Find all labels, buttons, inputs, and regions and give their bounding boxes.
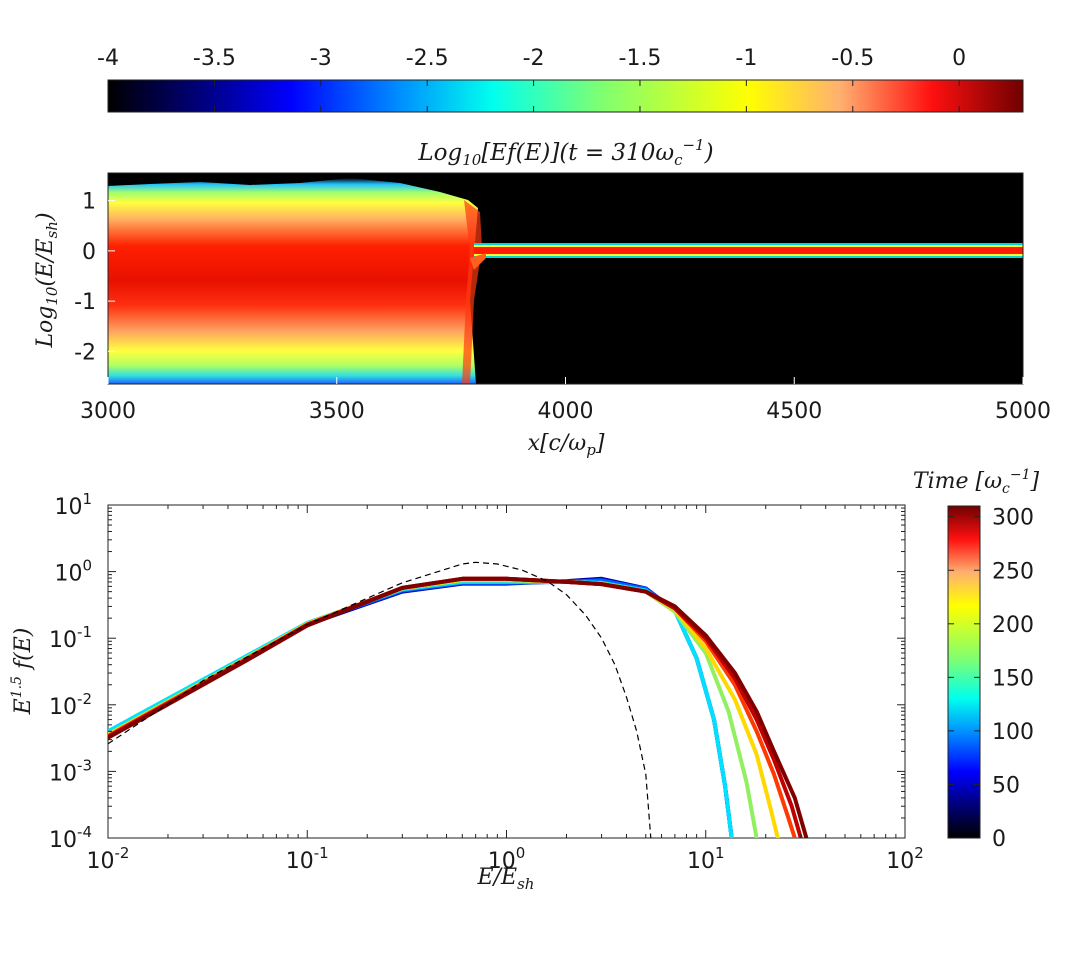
time-colorbar-frame — [947, 505, 981, 839]
spectrum-y-tick-label: 10-1 — [49, 623, 92, 653]
spectrum-y-tick-label: 10-2 — [49, 690, 92, 720]
top-colorbar-tick-label: -1.5 — [619, 46, 662, 71]
spectrum-x-tick-label: 101 — [687, 844, 725, 874]
heatmap-ylabel: Log10(E/Esh) — [33, 212, 61, 348]
heatmap-y-tick-label: -1 — [74, 290, 96, 315]
time-colorbar-tick-label: 300 — [992, 506, 1034, 531]
heatmap-y-tick-label: -2 — [74, 340, 96, 365]
heatmap-y-tick-label: 1 — [82, 190, 96, 215]
time-colorbar-tick-label: 250 — [992, 559, 1034, 584]
spectrum-lines — [108, 561, 809, 838]
top-colorbar-ticks: -4 -3.5 -3 -2.5 -2 -1.5 -1 -0.5 0 — [97, 46, 966, 112]
upstream-beam-core — [474, 247, 1023, 254]
heatmap-x-tick-label: 3500 — [309, 399, 365, 424]
time-colorbar-tick-label: 150 — [992, 666, 1034, 691]
heatmap-x-tick-label: 3000 — [80, 399, 136, 424]
heatmap-x-tick-label: 4500 — [766, 399, 822, 424]
heatmap-panel: Log10[Ef(E)](t = 310ωc−1) 3000 3500 4000 45… — [33, 136, 1051, 459]
spectrum-x-tick-label: 100 — [488, 844, 526, 874]
top-colorbar-tick-label: -3.5 — [193, 46, 236, 71]
top-colorbar-tick-label: -2.5 — [406, 46, 449, 71]
spectrum-x-tick-label: 10-2 — [87, 844, 130, 874]
spectrum-ylabel: E1.5 f(E) — [9, 628, 36, 716]
top-colorbar-tick-label: 0 — [952, 46, 966, 71]
top-colorbar-tick-label: -3 — [310, 46, 332, 71]
top-colorbar-tick-label: -2 — [523, 46, 545, 71]
heatmap-xlabel: x[c/ωp] — [528, 431, 605, 459]
time-colorbar-ticks: 0 50 100 150 200 250 300 — [948, 506, 1034, 852]
heatmap-y-tick-label: 0 — [82, 240, 96, 265]
time-colorbar-tick-label: 200 — [992, 613, 1034, 638]
top-colorbar: -4 -3.5 -3 -2.5 -2 -1.5 -1 -0.5 0 — [97, 46, 1024, 113]
time-colorbar: Time [ωc−1] 0 50 100 150 200 250 300 — [913, 467, 1040, 852]
spectrum-y-tick-label: 10-4 — [49, 823, 92, 853]
spectrum-y-tick-label: 10-3 — [49, 756, 92, 786]
spectrum-background — [107, 504, 906, 839]
top-colorbar-tick-label: -4 — [97, 46, 119, 71]
top-colorbar-gradient — [108, 80, 1023, 112]
spectrum-series-line — [108, 576, 809, 838]
spectrum-y-tick-label: 101 — [54, 490, 92, 520]
downstream-distribution — [108, 178, 478, 384]
spectrum-panel: 10-2 10-1 100 101 10210110010-110-210-310-4 … — [9, 490, 924, 893]
spectrum-y-tick-label: 100 — [54, 557, 92, 587]
time-colorbar-tick-label: 0 — [992, 827, 1006, 852]
top-colorbar-frame — [107, 79, 1024, 113]
time-colorbar-tick-label: 100 — [992, 720, 1034, 745]
heatmap-title: Log10[Ef(E)](t = 310ωc−1) — [417, 136, 713, 169]
spectrum-xlabel: E/Esh — [477, 865, 535, 893]
top-colorbar-tick-label: -0.5 — [831, 46, 874, 71]
spectrum-ticks: 10-2 10-1 100 101 102 101 100 10-1 10-2 10-3 10-4 — [49, 490, 924, 874]
spectrum-x-tick-label: 102 — [886, 844, 924, 874]
reference-dashed-line — [108, 561, 652, 838]
heatmap-ticks: 3000 3500 4000 4500 5000 1 0 -1 -2 — [74, 190, 1051, 424]
time-colorbar-tick-label: 50 — [992, 773, 1020, 798]
time-colorbar-gradient — [948, 506, 980, 838]
upstream-beam-dip — [470, 253, 486, 270]
time-colorbar-label: Time [ωc−1] — [913, 467, 1040, 497]
heatmap-x-tick-label: 4000 — [538, 399, 594, 424]
top-colorbar-tick-label: -1 — [735, 46, 757, 71]
heatmap-x-tick-label: 5000 — [995, 399, 1051, 424]
spectrum-x-tick-label: 10-1 — [286, 844, 329, 874]
